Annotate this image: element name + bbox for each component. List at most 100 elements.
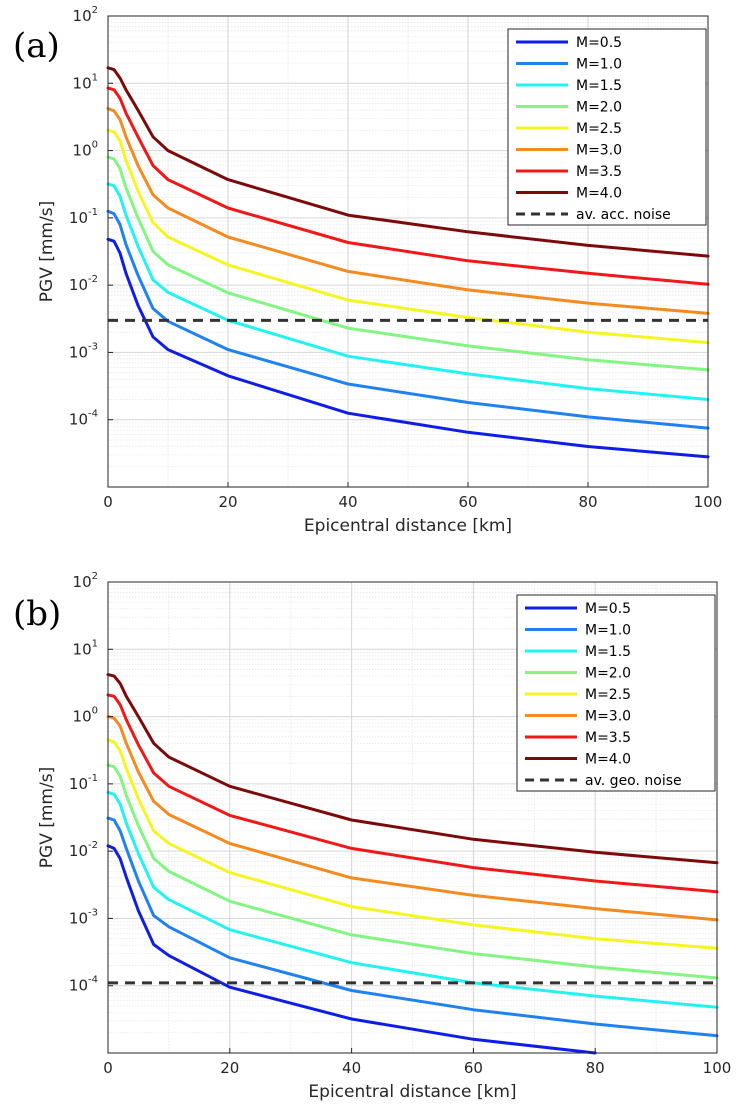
y-tick-exponent: 2 bbox=[92, 5, 98, 16]
series-line-m-1-0 bbox=[106, 209, 710, 430]
legend-label: M=2.5 bbox=[576, 121, 622, 137]
y-tick-label: 10-2 bbox=[69, 274, 98, 294]
y-tick-exponent: -1 bbox=[88, 773, 98, 784]
legend-label: M=1.5 bbox=[585, 644, 631, 660]
y-tick-base: 10 bbox=[73, 640, 92, 658]
series-line-m-1-5 bbox=[106, 182, 710, 401]
x-tick-labels: 0 20 40 60 80 100 bbox=[103, 1048, 731, 1077]
y-tick-exponent: -3 bbox=[88, 341, 98, 352]
y-tick-label: 102 bbox=[73, 571, 98, 591]
y-tick-exponent: 0 bbox=[92, 706, 98, 717]
y-tick-base: 10 bbox=[69, 411, 88, 429]
y-tick-base: 10 bbox=[69, 276, 88, 294]
y-tick-exponent: -4 bbox=[88, 409, 98, 420]
y-tick-exponent: 0 bbox=[92, 140, 98, 151]
axes-frame bbox=[107, 15, 709, 488]
x-tick-label: 80 bbox=[586, 1059, 605, 1077]
series-line-m-2-0 bbox=[106, 155, 710, 372]
series-line-m-2-0 bbox=[106, 763, 719, 980]
legend: M=0.5 M=1.0 M=1.5 M=2.0 M=2.5 M=3.0 M=3.5 M=4.0… bbox=[516, 594, 716, 792]
y-tick-base: 10 bbox=[69, 209, 88, 227]
legend-label: M=0.5 bbox=[585, 601, 631, 617]
y-tick-base: 10 bbox=[69, 909, 88, 927]
series-group bbox=[106, 673, 719, 1055]
y-tick-label: 100 bbox=[73, 140, 98, 160]
y-tick-base: 10 bbox=[73, 74, 92, 92]
x-tick-label: 80 bbox=[578, 493, 597, 511]
panel-label: (b) bbox=[13, 594, 61, 634]
x-tick-label: 0 bbox=[103, 493, 113, 511]
legend-label: M=3.0 bbox=[585, 709, 631, 725]
y-tick-label: 100 bbox=[73, 706, 98, 726]
legend-label: M=3.5 bbox=[576, 164, 622, 180]
legend-label: M=4.0 bbox=[576, 186, 622, 202]
legend-label: M=3.0 bbox=[576, 143, 622, 159]
x-tick-label: 100 bbox=[703, 1059, 732, 1077]
series-line-m-4-0 bbox=[106, 673, 719, 865]
panel-a: 0 20 40 60 80 10010-410-310-210-1100101102Epi… bbox=[13, 5, 722, 536]
series-group bbox=[106, 66, 710, 459]
x-axis-label: Epicentral distance [km] bbox=[304, 516, 512, 536]
y-tick-exponent: -2 bbox=[88, 840, 98, 851]
y-tick-label: 10-4 bbox=[69, 409, 98, 429]
x-tick-label: 60 bbox=[464, 1059, 483, 1077]
series-line-m-3-5 bbox=[106, 693, 719, 894]
y-axis-label: PGV [mm/s] bbox=[37, 201, 57, 302]
x-tick-label: 0 bbox=[103, 1059, 113, 1077]
series-line-m-0-5 bbox=[106, 237, 710, 459]
y-tick-label: 10-1 bbox=[69, 773, 98, 793]
axes-frame bbox=[107, 581, 718, 1054]
y-tick-exponent: 1 bbox=[92, 72, 98, 83]
y-tick-exponent: -3 bbox=[88, 907, 98, 918]
legend-label: M=1.0 bbox=[576, 57, 622, 73]
x-tick-label: 20 bbox=[220, 1059, 239, 1077]
y-tick-exponent: -4 bbox=[88, 975, 98, 986]
panel-label: (a) bbox=[13, 26, 60, 66]
x-tick-label: 20 bbox=[218, 493, 237, 511]
y-tick-exponent: -1 bbox=[88, 207, 98, 218]
x-tick-labels: 0 20 40 60 80 100 bbox=[103, 482, 722, 511]
y-tick-label: 10-3 bbox=[69, 341, 98, 361]
y-tick-exponent: -2 bbox=[88, 274, 98, 285]
legend-label: M=1.5 bbox=[576, 78, 622, 94]
legend: M=0.5 M=1.0 M=1.5 M=2.0 M=2.5 M=3.0 M=3.5 M=4.0… bbox=[507, 28, 707, 226]
y-tick-label: 10-3 bbox=[69, 907, 98, 927]
y-axis-label: PGV [mm/s] bbox=[37, 767, 57, 868]
series-line-m-0-5 bbox=[106, 844, 597, 1055]
y-tick-base: 10 bbox=[69, 343, 88, 361]
y-tick-label: 102 bbox=[73, 5, 98, 25]
series-line-m-3-5 bbox=[106, 86, 710, 286]
x-tick-label: 100 bbox=[694, 493, 723, 511]
series-line-m-1-5 bbox=[106, 790, 719, 1009]
legend-label: M=3.5 bbox=[585, 730, 631, 746]
legend-label: M=0.5 bbox=[576, 35, 622, 51]
series-line-m-2-5 bbox=[106, 738, 719, 950]
legend-label: M=4.0 bbox=[585, 752, 631, 768]
series-line-m-4-0 bbox=[106, 66, 710, 258]
y-tick-exponent: 1 bbox=[92, 638, 98, 649]
y-tick-exponent: 2 bbox=[92, 571, 98, 582]
series-line-m-1-0 bbox=[106, 816, 719, 1038]
y-tick-base: 10 bbox=[69, 977, 88, 995]
y-tick-base: 10 bbox=[73, 708, 92, 726]
y-tick-label: 10-2 bbox=[69, 840, 98, 860]
y-tick-base: 10 bbox=[73, 573, 92, 591]
panel-b: 0 20 40 60 80 10010-410-310-210-1100101102Epi… bbox=[13, 571, 731, 1102]
y-tick-base: 10 bbox=[69, 775, 88, 793]
series-line-m-3-0 bbox=[106, 107, 710, 315]
y-tick-base: 10 bbox=[73, 142, 92, 160]
y-tick-label: 10-1 bbox=[69, 207, 98, 227]
legend-label: M=2.5 bbox=[585, 687, 631, 703]
y-tick-label: 10-4 bbox=[69, 975, 98, 995]
y-tick-label: 101 bbox=[73, 72, 98, 92]
y-tick-base: 10 bbox=[73, 7, 92, 25]
series-line-m-3-0 bbox=[106, 715, 719, 922]
y-tick-base: 10 bbox=[69, 842, 88, 860]
legend-label: M=1.0 bbox=[585, 623, 631, 639]
legend-label: M=2.0 bbox=[576, 100, 622, 116]
x-tick-label: 40 bbox=[342, 1059, 361, 1077]
legend-label: av. acc. noise bbox=[576, 207, 671, 223]
